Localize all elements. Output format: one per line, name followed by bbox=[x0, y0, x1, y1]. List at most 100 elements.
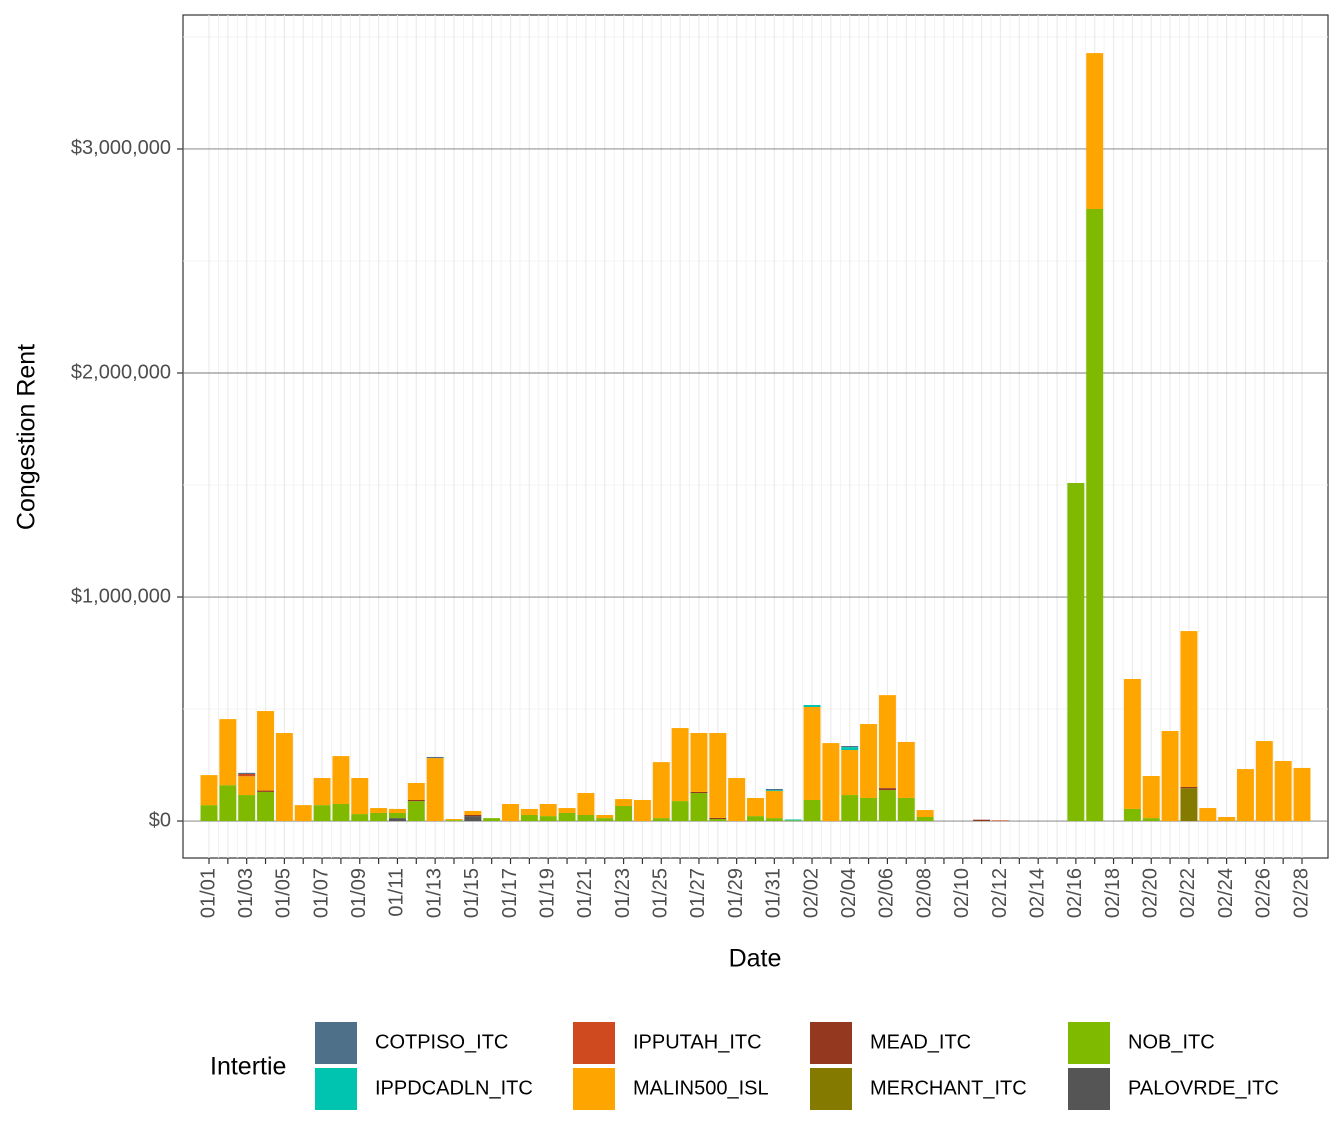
bar-segment bbox=[841, 747, 859, 751]
bar-segment bbox=[464, 810, 482, 815]
x-tick-label: 01/05 bbox=[273, 868, 295, 918]
x-tick-label: 01/11 bbox=[386, 868, 408, 917]
x-tick-label: 02/08 bbox=[913, 868, 935, 918]
x-tick-label: 02/02 bbox=[800, 868, 822, 918]
legend-label: MEAD_ITC bbox=[870, 1031, 971, 1053]
bar-segment bbox=[539, 816, 557, 822]
bar-segment bbox=[238, 776, 256, 796]
bar-segment bbox=[520, 808, 538, 815]
bar-segment bbox=[897, 797, 915, 822]
bar-segment bbox=[332, 804, 350, 822]
bar-segment bbox=[803, 704, 821, 708]
bar-segment bbox=[784, 820, 802, 822]
x-tick-label: 01/23 bbox=[612, 868, 634, 918]
bar-segment bbox=[483, 818, 501, 822]
bar-segment bbox=[765, 790, 783, 792]
x-tick-label: 02/06 bbox=[876, 868, 898, 918]
bar-segment bbox=[860, 724, 878, 798]
bar-segment bbox=[822, 743, 840, 822]
bar-segment bbox=[916, 817, 934, 822]
bar-segment bbox=[1255, 741, 1273, 822]
bar-segment bbox=[1161, 730, 1179, 822]
bar-segment bbox=[502, 804, 519, 822]
bar-segment bbox=[709, 817, 727, 820]
bar-segment bbox=[577, 814, 595, 822]
bar-segment bbox=[370, 808, 388, 813]
bar-segment bbox=[464, 816, 482, 822]
y-axis-title: Congestion Rent bbox=[13, 344, 41, 530]
bar-segment bbox=[388, 818, 406, 822]
bar-segment bbox=[388, 812, 406, 819]
x-tick-label: 02/16 bbox=[1064, 868, 1086, 918]
bar-segment bbox=[407, 782, 425, 800]
bar-segment bbox=[690, 791, 708, 794]
x-tick-label: 02/18 bbox=[1102, 868, 1124, 918]
bar-segment bbox=[615, 806, 633, 822]
bar-segment bbox=[747, 816, 764, 822]
bar-segment bbox=[1086, 53, 1104, 210]
bar-segment bbox=[709, 819, 727, 822]
bar-segment bbox=[803, 799, 821, 822]
x-tick-label: 02/28 bbox=[1290, 868, 1312, 918]
bar-segment bbox=[765, 789, 783, 791]
bar-segment bbox=[690, 732, 708, 792]
bar-segment bbox=[690, 793, 708, 822]
x-tick-label: 01/29 bbox=[725, 868, 747, 918]
bar-segment bbox=[200, 775, 218, 806]
x-tick-label: 01/13 bbox=[423, 868, 445, 918]
bar-segment bbox=[765, 818, 783, 822]
x-tick-label: 01/07 bbox=[310, 868, 332, 918]
x-tick-label: 01/01 bbox=[197, 868, 219, 918]
y-tick-label: $2,000,000 bbox=[71, 361, 171, 383]
bar-segment bbox=[1274, 760, 1292, 822]
x-tick-label: 01/31 bbox=[763, 868, 785, 918]
bar-segment bbox=[841, 750, 859, 796]
bar-segment bbox=[1236, 769, 1254, 822]
bar-segment bbox=[257, 791, 275, 822]
bar-segment bbox=[464, 814, 482, 817]
x-tick-label: 02/04 bbox=[838, 868, 860, 918]
legend-label: MALIN500_ISL bbox=[633, 1077, 769, 1099]
bar-segment bbox=[633, 799, 651, 822]
bar-segment bbox=[332, 756, 350, 805]
bar-segment bbox=[1123, 679, 1141, 809]
y-tick-label: $0 bbox=[149, 809, 171, 831]
bar-segment bbox=[747, 797, 764, 817]
x-tick-label: 01/27 bbox=[687, 868, 709, 918]
bar-segment bbox=[294, 805, 312, 822]
bar-segment bbox=[878, 695, 896, 789]
bar-segment bbox=[445, 820, 463, 822]
legend-key bbox=[315, 1022, 357, 1064]
bar-segment bbox=[238, 795, 256, 822]
bar-segment bbox=[1199, 808, 1217, 822]
bar-segment bbox=[219, 719, 237, 786]
bar-segment bbox=[652, 762, 670, 819]
bar-segment bbox=[313, 805, 331, 822]
bar-segment bbox=[275, 732, 293, 822]
bar-segment bbox=[878, 790, 896, 822]
x-tick-label: 01/09 bbox=[348, 868, 370, 918]
x-tick-label: 01/25 bbox=[650, 868, 672, 918]
legend-key bbox=[573, 1068, 615, 1110]
bar-segment bbox=[1293, 767, 1311, 822]
legend-label: IPPUTAH_ITC bbox=[633, 1031, 762, 1053]
x-tick-label: 02/20 bbox=[1140, 868, 1162, 918]
plot-layer bbox=[183, 15, 1328, 858]
bar-segment bbox=[860, 797, 878, 822]
legend-key bbox=[573, 1022, 615, 1064]
bar-segment bbox=[671, 801, 689, 822]
x-tick-label: 02/26 bbox=[1253, 868, 1275, 918]
legend-key bbox=[810, 1022, 852, 1064]
bar-segment bbox=[671, 728, 689, 802]
bar-segment bbox=[426, 756, 444, 759]
bar-segment bbox=[1142, 818, 1160, 822]
bar-segment bbox=[992, 820, 1009, 822]
bar-segment bbox=[238, 772, 256, 774]
bar-segment bbox=[351, 778, 369, 815]
bar-segment bbox=[219, 785, 237, 822]
legend-key bbox=[1068, 1022, 1110, 1064]
bar-segment bbox=[520, 814, 538, 822]
bar-segment bbox=[878, 788, 896, 791]
legend-key bbox=[1068, 1068, 1110, 1110]
x-tick-label: 02/22 bbox=[1177, 868, 1199, 918]
